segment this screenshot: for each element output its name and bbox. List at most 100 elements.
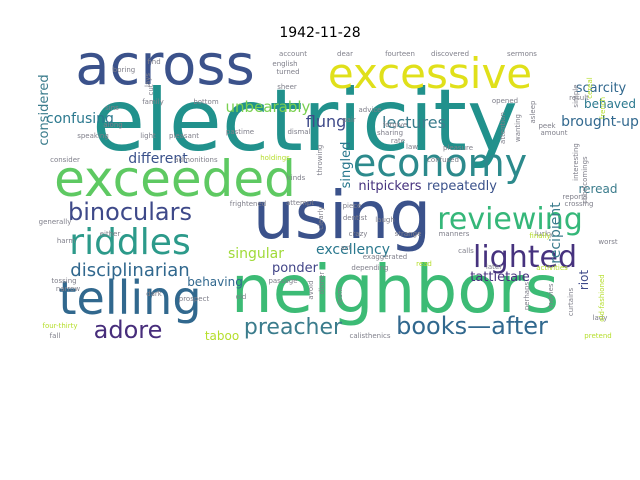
cloud-word: boring bbox=[113, 66, 135, 74]
cloud-word: exaggerated bbox=[363, 253, 407, 261]
cloud-word: disciplinarian bbox=[70, 260, 189, 281]
cloud-word: four-thirty bbox=[42, 322, 77, 330]
cloud-word: lighted bbox=[473, 240, 577, 275]
cloud-word: crossing bbox=[565, 200, 594, 208]
cloud-word: bottom bbox=[193, 98, 218, 106]
cloud-word: tattletale bbox=[470, 270, 530, 285]
cloud-word: peek bbox=[538, 122, 556, 130]
cloud-word: fall bbox=[50, 332, 61, 340]
cloud-word: fourteen bbox=[385, 50, 415, 58]
cloud-word: dark bbox=[146, 290, 163, 298]
cloud-word: excellency bbox=[316, 242, 390, 258]
cloud-word: law bbox=[406, 143, 418, 151]
cloud-word: attention bbox=[499, 112, 507, 144]
cloud-word: cereal bbox=[586, 77, 594, 98]
cloud-word: discovered bbox=[431, 50, 469, 58]
cloud-word: account bbox=[279, 50, 307, 58]
cloud-word: sharing bbox=[377, 129, 403, 137]
cloud-word: electricity bbox=[92, 71, 518, 171]
cloud-word: crazy bbox=[349, 230, 368, 238]
cloud-word: avoid bbox=[307, 280, 315, 299]
cloud-word: neighbors bbox=[231, 251, 559, 328]
cloud-word: throwing bbox=[316, 145, 324, 176]
cloud-word: economy bbox=[353, 141, 527, 185]
cloud-word: cut bbox=[147, 84, 155, 95]
cloud-word: rate bbox=[391, 137, 405, 145]
chart-title: 1942-11-28 bbox=[279, 25, 361, 41]
cloud-word: light bbox=[140, 132, 156, 140]
cloud-word: interesting bbox=[572, 143, 580, 181]
cloud-word: prospect bbox=[179, 295, 210, 303]
cloud-word: exceeded bbox=[54, 150, 296, 208]
cloud-word: lucky bbox=[535, 230, 553, 238]
cloud-word: adore bbox=[94, 316, 163, 344]
cloud-word: read bbox=[416, 260, 432, 268]
cloud-word: ponder bbox=[272, 261, 319, 276]
cloud-word: confusing bbox=[46, 111, 114, 127]
cloud-word: kinds bbox=[287, 174, 306, 182]
cloud-word: depending bbox=[351, 264, 388, 272]
cloud-word: speaking bbox=[77, 132, 109, 140]
cloud-word: across bbox=[75, 33, 255, 98]
cloud-word: lady bbox=[593, 314, 608, 322]
cloud-word: preacher bbox=[244, 315, 343, 340]
cloud-word: along bbox=[103, 121, 122, 129]
cloud-word: dentist bbox=[343, 214, 368, 222]
cloud-word: forgive bbox=[383, 121, 407, 129]
cloud-word: family bbox=[142, 98, 164, 106]
cloud-word: dismal bbox=[287, 128, 310, 136]
cloud-word: scarcity bbox=[576, 81, 627, 96]
cloud-word: using bbox=[253, 177, 431, 254]
cloud-word: shortcomings bbox=[581, 156, 589, 204]
cloud-word: recipient bbox=[548, 202, 564, 264]
cloud-word: lectures bbox=[382, 113, 446, 132]
cloud-word: manners bbox=[439, 230, 470, 238]
cloud-word: behaving bbox=[187, 275, 243, 289]
cloud-word: dinner bbox=[318, 272, 326, 295]
cloud-word: books—after bbox=[396, 312, 548, 340]
cloud-word: tossing bbox=[51, 277, 76, 285]
cloud-word: unbearably bbox=[226, 98, 311, 116]
cloud-word: result bbox=[569, 94, 589, 102]
cloud-word: turned bbox=[276, 68, 299, 76]
cloud-word: passage bbox=[268, 277, 297, 285]
cloud-word: old-fashioned bbox=[598, 274, 606, 321]
cloud-word: strange bbox=[395, 230, 422, 238]
cloud-word: taboo bbox=[205, 329, 239, 343]
cloud-word: reports bbox=[562, 193, 587, 201]
cloud-word: worst bbox=[598, 238, 618, 246]
cloud-word: reread bbox=[578, 182, 617, 196]
cloud-word: singled bbox=[339, 142, 354, 189]
cloud-word: opened bbox=[492, 97, 518, 105]
cloud-word: pretend bbox=[584, 332, 611, 340]
cloud-word: piece bbox=[343, 202, 362, 210]
cloud-word: pleasant bbox=[169, 132, 199, 140]
cloud-word: pair bbox=[342, 116, 356, 124]
cloud-word: simple bbox=[572, 84, 580, 107]
cloud-word: reviewing bbox=[437, 202, 583, 237]
cloud-word: generally bbox=[39, 218, 72, 226]
cloud-word: act bbox=[341, 244, 352, 252]
cloud-word: riddles bbox=[69, 222, 190, 263]
cloud-word: old bbox=[236, 293, 247, 301]
cloud-word: sins bbox=[105, 104, 119, 112]
cloud-word: flung bbox=[306, 112, 347, 131]
cloud-word: french bbox=[599, 97, 607, 119]
cloud-word: find bbox=[147, 58, 160, 66]
cloud-word: later bbox=[486, 263, 502, 271]
cloud-word: confused bbox=[427, 156, 459, 164]
cloud-word: consider bbox=[50, 156, 80, 164]
cloud-word: pleasure bbox=[443, 144, 473, 152]
cloud-word: room bbox=[336, 287, 344, 305]
cloud-word: dear bbox=[337, 50, 353, 58]
cloud-word: clearly bbox=[317, 206, 325, 229]
cloud-word: nitpickers bbox=[358, 179, 421, 194]
cloud-word: curtains bbox=[567, 288, 575, 317]
cloud-word: telling bbox=[58, 271, 201, 325]
cloud-word: riot bbox=[577, 270, 591, 291]
cloud-word: calls bbox=[458, 247, 474, 255]
cloud-word: sermons bbox=[507, 50, 537, 58]
cloud-word: excessive bbox=[328, 49, 532, 98]
